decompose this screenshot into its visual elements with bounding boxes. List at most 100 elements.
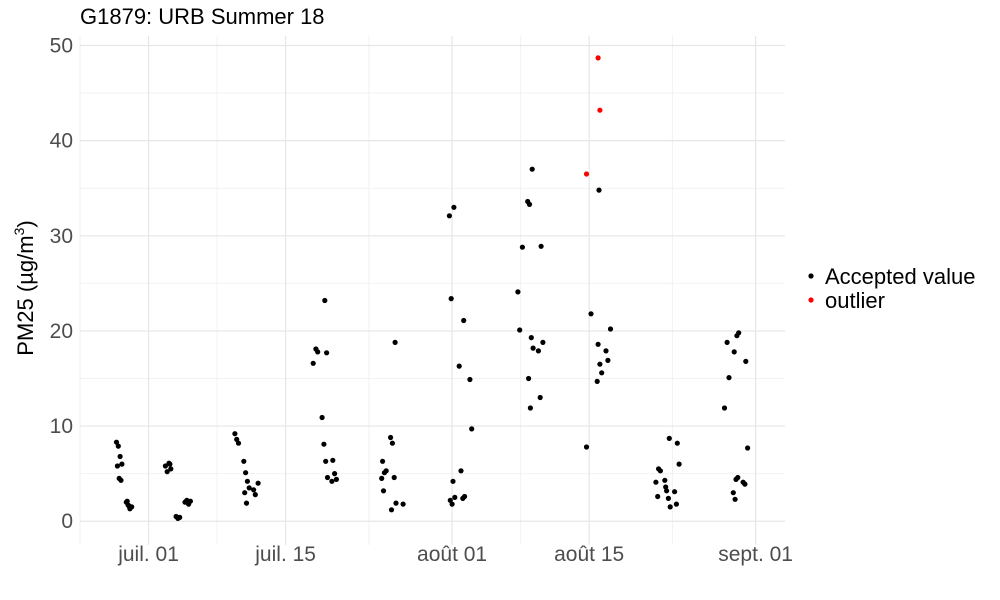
accepted-point bbox=[124, 498, 130, 504]
x-tick-labels: juil. 01 juil. 15 août 01 août 15 sept. 01 bbox=[117, 543, 793, 566]
accepted-point bbox=[526, 375, 532, 382]
outlier-point bbox=[597, 107, 603, 113]
accepted-point bbox=[379, 475, 385, 481]
accepted-point bbox=[667, 504, 673, 510]
accepted-point bbox=[736, 330, 742, 336]
y-tick-label: 20 bbox=[50, 320, 73, 343]
accepted-point bbox=[674, 440, 680, 446]
accepted-point bbox=[467, 376, 473, 383]
accepted-point bbox=[330, 457, 336, 463]
accepted-point bbox=[735, 474, 741, 481]
accepted-point bbox=[126, 503, 132, 509]
accepted-point bbox=[329, 478, 335, 484]
y-tick-label: 0 bbox=[61, 510, 73, 533]
accepted-point bbox=[666, 435, 672, 441]
accepted-point bbox=[452, 494, 458, 500]
accepted-point bbox=[391, 474, 397, 481]
accepted-point bbox=[380, 458, 386, 464]
accepted-point bbox=[607, 326, 614, 332]
accepted-point bbox=[251, 487, 257, 493]
y-tick-label: 30 bbox=[50, 225, 73, 248]
accepted-point bbox=[323, 458, 329, 464]
accepted-point bbox=[653, 479, 659, 485]
accepted-point bbox=[113, 439, 120, 445]
accepted-point bbox=[537, 394, 543, 401]
accepted-point bbox=[448, 296, 454, 302]
accepted-point bbox=[114, 463, 120, 469]
accepted-point bbox=[321, 441, 327, 447]
accepted-point bbox=[115, 443, 121, 449]
accepted-point bbox=[255, 480, 261, 486]
outlier-point bbox=[595, 55, 601, 61]
accepted-point bbox=[315, 349, 321, 355]
accepted-point bbox=[519, 244, 526, 250]
accepted-point bbox=[333, 476, 339, 482]
accepted-point bbox=[540, 339, 546, 345]
legend-key-accepted bbox=[808, 273, 814, 279]
accepted-point bbox=[450, 478, 456, 484]
accepted-point bbox=[672, 489, 678, 495]
x-tick-label: juil. 15 bbox=[254, 543, 316, 566]
data-points bbox=[113, 55, 751, 522]
accepted-point bbox=[461, 317, 467, 324]
chart-title: G1879: URB Summer 18 bbox=[80, 4, 325, 29]
accepted-point bbox=[246, 485, 252, 491]
accepted-point bbox=[731, 349, 737, 355]
accepted-point bbox=[319, 414, 325, 421]
accepted-point bbox=[588, 311, 594, 317]
accepted-point bbox=[241, 458, 247, 464]
y-axis-title: PM25 (µg/m3) bbox=[11, 220, 38, 355]
accepted-point bbox=[726, 375, 732, 381]
accepted-point bbox=[597, 361, 603, 367]
accepted-point bbox=[527, 405, 534, 411]
accepted-point bbox=[389, 440, 395, 446]
accepted-point bbox=[383, 468, 389, 474]
accepted-point bbox=[400, 501, 406, 507]
accepted-point bbox=[515, 289, 521, 295]
accepted-point bbox=[458, 468, 464, 474]
accepted-point bbox=[530, 345, 536, 351]
accepted-point bbox=[663, 484, 669, 490]
accepted-point bbox=[456, 363, 462, 369]
accepted-point bbox=[745, 445, 751, 451]
accepted-point bbox=[380, 488, 387, 494]
accepted-point bbox=[392, 339, 398, 345]
accepted-point bbox=[244, 478, 250, 484]
accepted-point bbox=[388, 434, 394, 441]
y-tick-label: 10 bbox=[50, 415, 73, 438]
accepted-point bbox=[528, 335, 534, 341]
accepted-point bbox=[119, 461, 125, 467]
accepted-point bbox=[162, 463, 168, 469]
accepted-point bbox=[164, 469, 170, 475]
accepted-point bbox=[657, 468, 664, 474]
legend-key-outlier bbox=[808, 297, 814, 303]
accepted-point bbox=[469, 426, 475, 432]
accepted-point bbox=[665, 495, 672, 501]
y-tick-labels: 0 10 20 30 40 50 bbox=[50, 35, 73, 534]
accepted-point bbox=[117, 453, 123, 460]
accepted-point bbox=[742, 481, 748, 487]
accepted-point bbox=[603, 348, 609, 354]
accepted-point bbox=[243, 470, 249, 476]
x-tick-label: août 15 bbox=[554, 543, 624, 566]
accepted-point bbox=[449, 501, 455, 507]
accepted-point bbox=[235, 440, 242, 446]
accepted-point bbox=[388, 507, 395, 513]
accepted-point bbox=[242, 490, 248, 496]
accepted-point bbox=[451, 204, 457, 210]
accepted-point bbox=[596, 187, 602, 193]
accepted-point bbox=[322, 297, 328, 304]
accepted-point bbox=[673, 501, 680, 507]
accepted-point bbox=[324, 350, 330, 356]
accepted-point bbox=[724, 339, 730, 345]
accepted-point bbox=[166, 460, 172, 466]
accepted-point bbox=[538, 243, 544, 249]
accepted-point bbox=[310, 360, 316, 366]
accepted-point bbox=[517, 327, 523, 333]
accepted-point bbox=[655, 493, 661, 500]
accepted-point bbox=[118, 477, 124, 483]
legend-label-accepted: Accepted value bbox=[825, 264, 975, 289]
accepted-point bbox=[243, 500, 250, 506]
